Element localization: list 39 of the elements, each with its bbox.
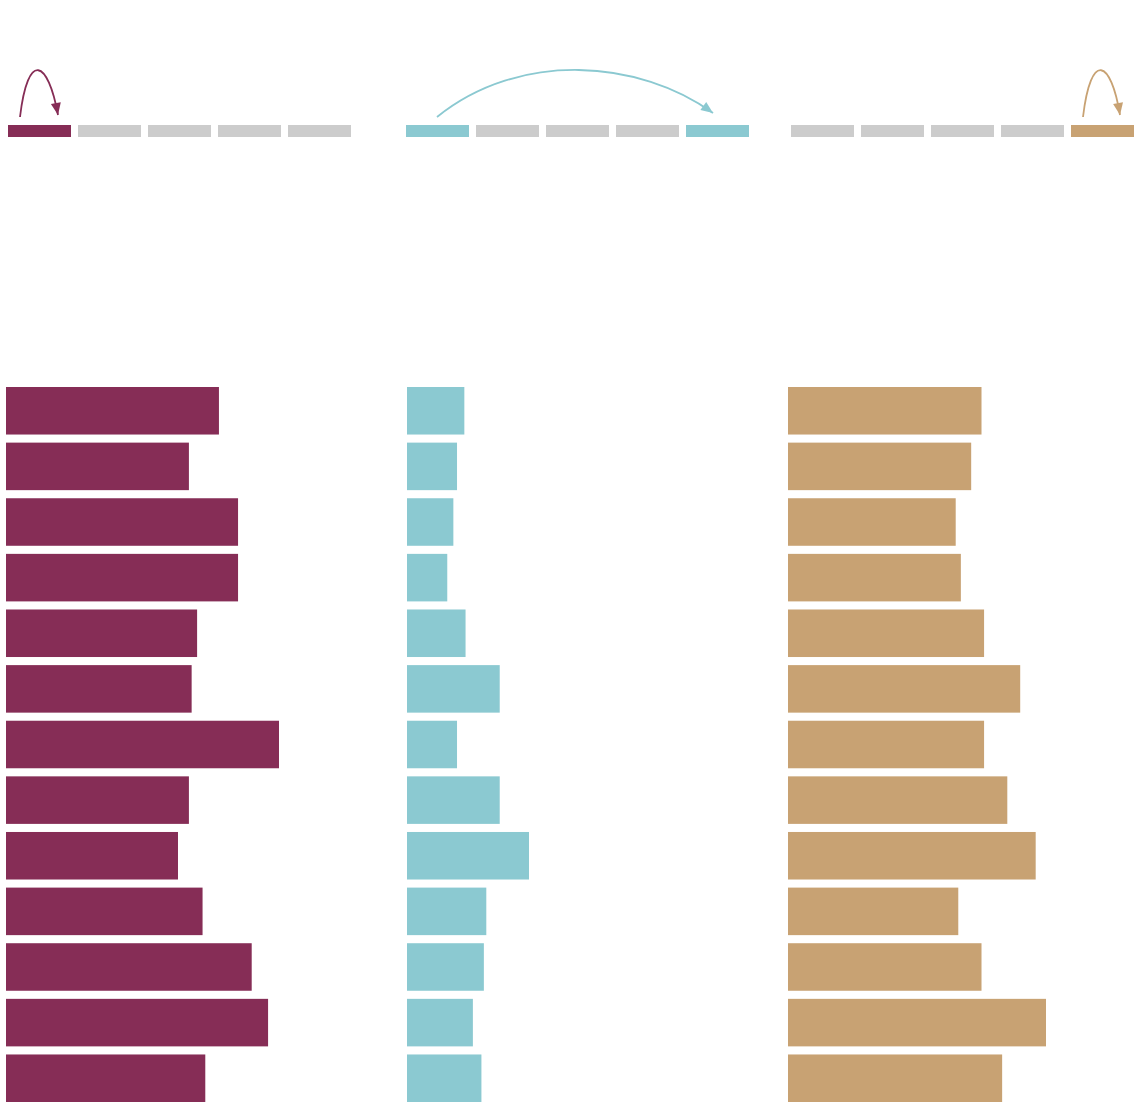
bar <box>407 553 448 602</box>
bar <box>788 1054 1003 1102</box>
bar <box>788 887 959 936</box>
bar <box>788 498 956 546</box>
bar <box>6 553 239 602</box>
bar <box>6 387 219 435</box>
bar <box>407 498 454 546</box>
bar <box>6 776 189 824</box>
bar <box>407 998 473 1047</box>
bar <box>407 776 500 824</box>
bar <box>407 943 484 991</box>
bar <box>788 442 972 491</box>
bar <box>788 943 982 991</box>
bar <box>407 720 458 769</box>
bar <box>407 442 458 491</box>
bar <box>6 442 189 491</box>
bar <box>407 609 466 658</box>
bar <box>6 998 269 1047</box>
bar <box>407 665 500 713</box>
bar <box>788 387 982 435</box>
bar <box>788 776 1008 824</box>
bar <box>788 998 1046 1047</box>
bar <box>407 1054 482 1102</box>
bar <box>407 387 465 435</box>
bar <box>788 720 985 769</box>
bar <box>6 720 279 769</box>
bar <box>788 609 985 658</box>
bar <box>407 831 529 880</box>
bar <box>788 831 1036 880</box>
bar <box>788 553 961 602</box>
bar <box>407 887 487 936</box>
bar <box>6 1054 206 1102</box>
bar <box>788 665 1021 713</box>
bar <box>6 665 192 713</box>
bar <box>6 498 239 546</box>
bar <box>6 831 178 880</box>
bar <box>6 887 203 936</box>
bar <box>6 943 252 991</box>
bar <box>6 609 198 658</box>
